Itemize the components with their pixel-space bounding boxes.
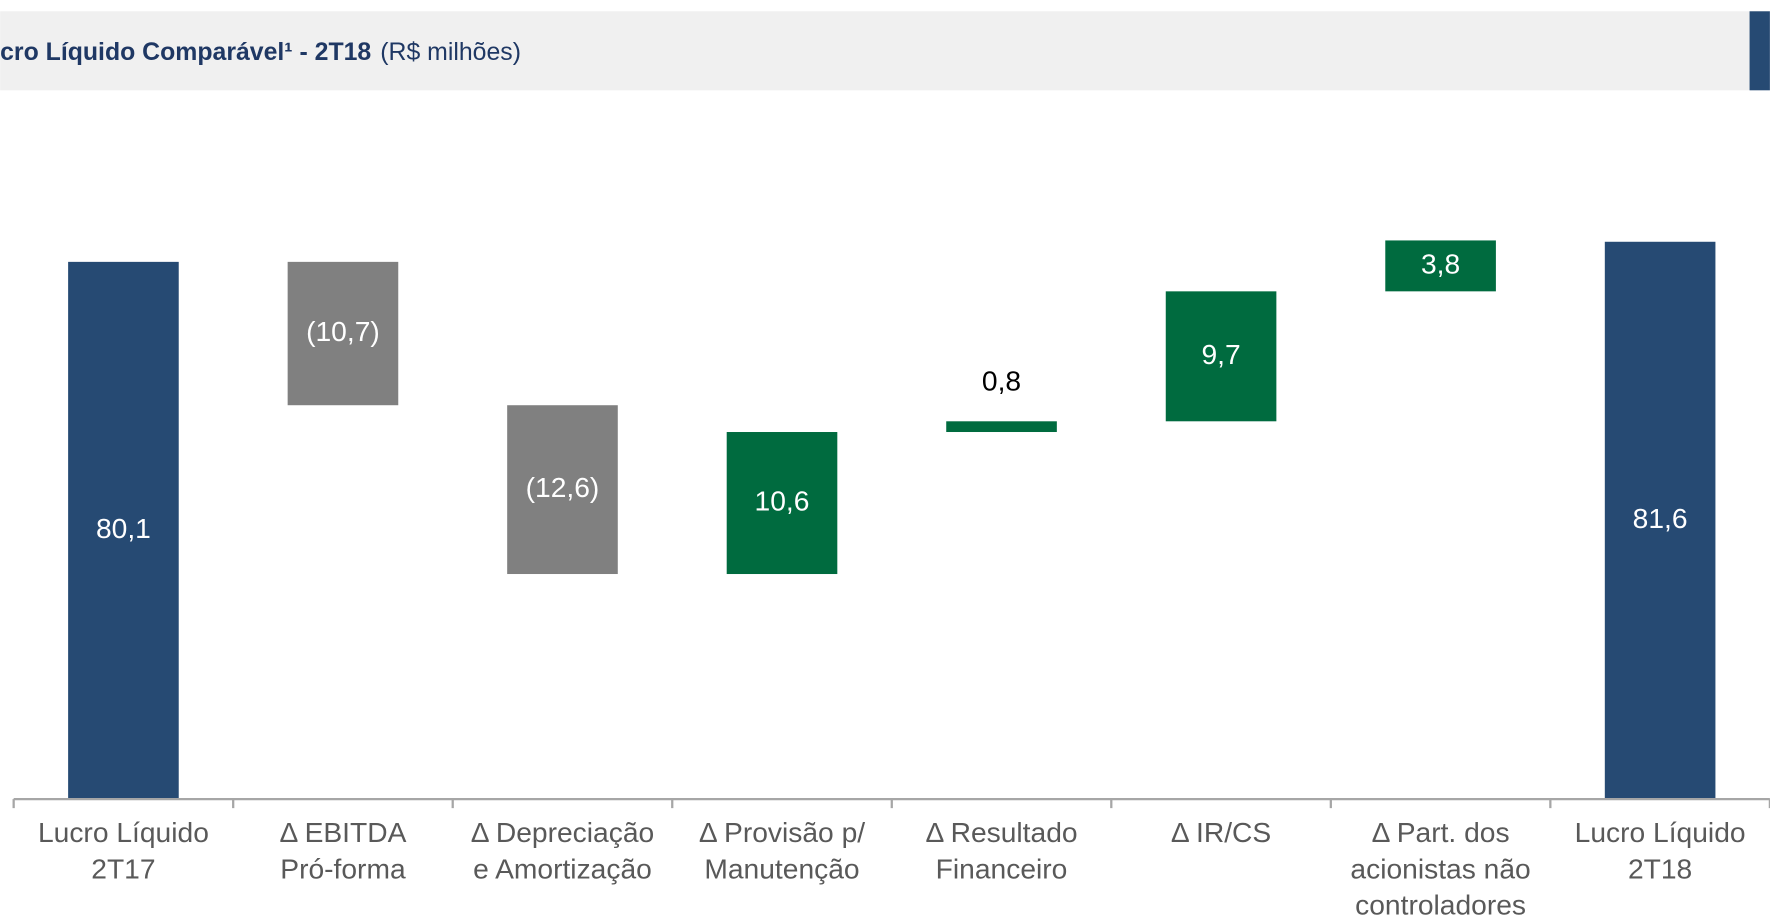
label-line: Δ Provisão p/: [699, 817, 865, 849]
label-line: 2T17: [91, 853, 155, 885]
bar: [1604, 241, 1716, 800]
label-line: acionistas não: [1350, 853, 1530, 885]
bar: [726, 432, 838, 575]
x-tick-label: Δ Depreciação e Amortização: [471, 817, 654, 885]
x-tick-label: Lucro Líquido 2T17: [38, 817, 209, 885]
title-band: [0, 11, 1770, 91]
label-line: Δ EBITDA: [279, 817, 406, 849]
bar: [68, 261, 179, 800]
chart-subtitle: (R$ milhões): [380, 39, 521, 66]
value-label: 0,8: [982, 364, 1021, 396]
label-line: e Amortização: [473, 853, 652, 885]
bar: [507, 405, 618, 575]
x-tick-label: Δ Resultado Financeiro: [925, 817, 1077, 885]
label-line: Δ IR/CS: [1171, 817, 1271, 849]
value-label: 3,8: [1421, 247, 1460, 279]
value-label: 10,6: [755, 484, 810, 516]
bar: [1385, 240, 1496, 292]
value-label: 80,1: [96, 512, 151, 544]
value-label: (10,7): [306, 315, 380, 347]
bar: [946, 421, 1057, 433]
label-line: Lucro Líquido: [1575, 817, 1746, 849]
x-tick-label: Δ Provisão p/Manutenção: [699, 817, 865, 885]
label-line: Pró-forma: [280, 853, 406, 885]
value-label: 81,6: [1633, 502, 1688, 534]
title-row: cro Líquido Comparável¹ - 2T18 (R$ milhõe…: [0, 39, 521, 66]
x-tick-label: Δ Part. dos acionistas não controladores: [1350, 817, 1530, 921]
title-accent: [1749, 11, 1770, 91]
label-line: Δ Part. dos: [1372, 817, 1510, 849]
bar: [287, 261, 399, 406]
value-label: 9,7: [1201, 338, 1240, 370]
value-label: (12,6): [526, 471, 600, 503]
label-line: Δ Depreciação: [471, 817, 654, 849]
label-line: Δ Resultado: [925, 817, 1077, 849]
label-line: controladores: [1355, 889, 1526, 921]
label-line: Manutenção: [704, 853, 859, 885]
x-tick-label: Lucro Líquido 2T18: [1575, 817, 1746, 885]
x-tick-label: Δ EBITDA Pró-forma: [279, 817, 406, 885]
chart-title: cro Líquido Comparável¹ - 2T18: [0, 39, 371, 66]
label-line: Lucro Líquido: [38, 817, 209, 849]
label-line: 2T18: [1628, 853, 1692, 885]
x-tick-label: Δ IR/CS: [1171, 817, 1271, 849]
label-line: Financeiro: [936, 853, 1068, 885]
bar: [1165, 291, 1277, 422]
